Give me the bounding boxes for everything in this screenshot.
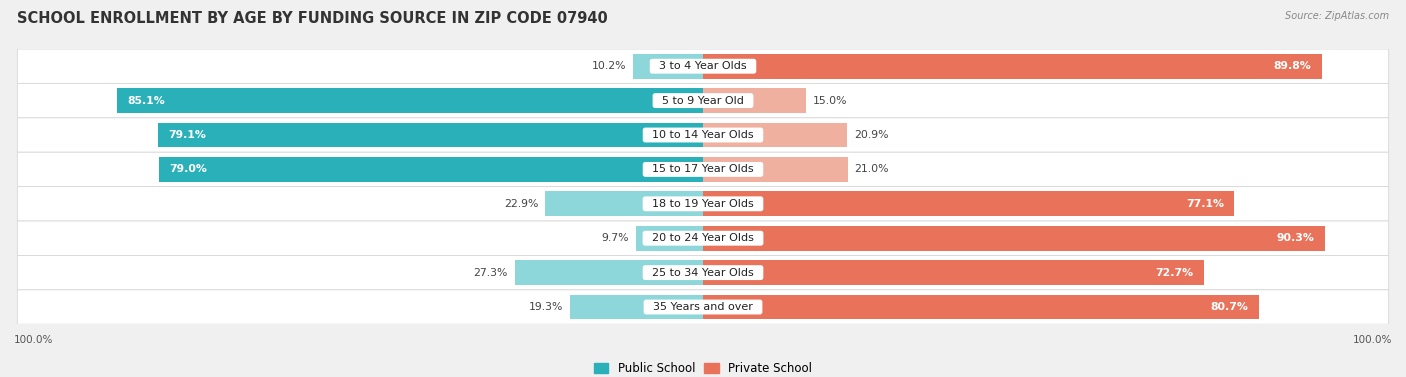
FancyBboxPatch shape [17,290,1389,324]
FancyBboxPatch shape [17,118,1389,152]
Text: 77.1%: 77.1% [1185,199,1223,209]
Text: SCHOOL ENROLLMENT BY AGE BY FUNDING SOURCE IN ZIP CODE 07940: SCHOOL ENROLLMENT BY AGE BY FUNDING SOUR… [17,11,607,26]
FancyBboxPatch shape [17,256,1389,290]
Text: 90.3%: 90.3% [1277,233,1315,243]
Text: 27.3%: 27.3% [474,268,508,277]
Text: 80.7%: 80.7% [1211,302,1249,312]
Text: 85.1%: 85.1% [127,96,165,106]
Text: 21.0%: 21.0% [855,164,889,175]
FancyBboxPatch shape [17,49,1389,83]
Text: 89.8%: 89.8% [1274,61,1312,71]
Text: 100.0%: 100.0% [1353,335,1392,345]
Text: 20 to 24 Year Olds: 20 to 24 Year Olds [645,233,761,243]
Text: 100.0%: 100.0% [14,335,53,345]
Bar [569,295,703,319]
FancyBboxPatch shape [17,83,1389,118]
Bar [636,226,703,251]
Bar [703,260,1204,285]
Bar [159,157,703,182]
Text: 20.9%: 20.9% [853,130,889,140]
Bar [703,157,848,182]
Text: Source: ZipAtlas.com: Source: ZipAtlas.com [1285,11,1389,21]
Bar [117,88,703,113]
Text: 79.0%: 79.0% [169,164,207,175]
Text: 25 to 34 Year Olds: 25 to 34 Year Olds [645,268,761,277]
FancyBboxPatch shape [17,152,1389,187]
Text: 79.1%: 79.1% [169,130,207,140]
Bar [633,54,703,78]
Bar [546,192,703,216]
Bar [157,123,703,147]
Bar [515,260,703,285]
Text: 15 to 17 Year Olds: 15 to 17 Year Olds [645,164,761,175]
Text: 19.3%: 19.3% [529,302,564,312]
Text: 10.2%: 10.2% [592,61,626,71]
Text: 15.0%: 15.0% [813,96,848,106]
Text: 18 to 19 Year Olds: 18 to 19 Year Olds [645,199,761,209]
Text: 72.7%: 72.7% [1156,268,1194,277]
Text: 10 to 14 Year Olds: 10 to 14 Year Olds [645,130,761,140]
FancyBboxPatch shape [17,187,1389,221]
Bar [703,295,1258,319]
Bar [703,54,1322,78]
Bar [703,226,1324,251]
Text: 35 Years and over: 35 Years and over [647,302,759,312]
Legend: Public School, Private School: Public School, Private School [591,359,815,377]
FancyBboxPatch shape [17,221,1389,256]
Text: 9.7%: 9.7% [602,233,630,243]
Bar [703,192,1234,216]
Bar [703,123,846,147]
Bar [703,88,807,113]
Text: 3 to 4 Year Olds: 3 to 4 Year Olds [652,61,754,71]
Text: 5 to 9 Year Old: 5 to 9 Year Old [655,96,751,106]
Text: 22.9%: 22.9% [503,199,538,209]
